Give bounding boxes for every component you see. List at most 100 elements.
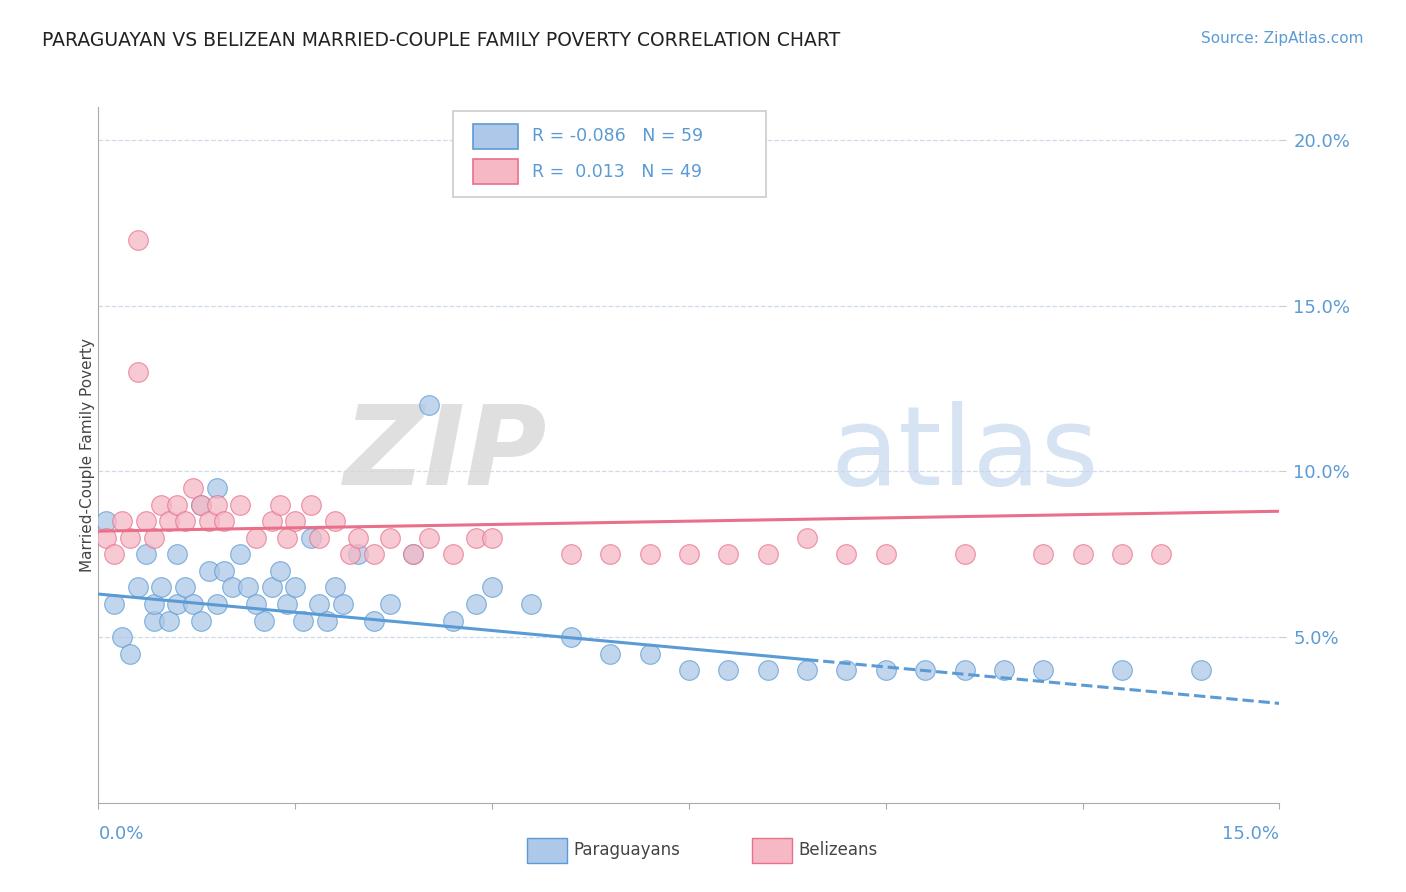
Point bbox=[339, 547, 361, 561]
Point bbox=[1189, 663, 1212, 677]
Point bbox=[276, 531, 298, 545]
Point bbox=[150, 581, 173, 595]
Point bbox=[221, 581, 243, 595]
Point bbox=[465, 597, 488, 611]
Point bbox=[560, 547, 582, 561]
Point bbox=[717, 547, 740, 561]
Point bbox=[1111, 547, 1133, 561]
Point bbox=[835, 663, 858, 677]
Point bbox=[378, 597, 401, 611]
Point bbox=[323, 514, 346, 528]
Point bbox=[292, 614, 315, 628]
Point bbox=[166, 498, 188, 512]
Point bbox=[236, 581, 259, 595]
Text: Belizeans: Belizeans bbox=[799, 841, 877, 859]
Point bbox=[599, 647, 621, 661]
Point bbox=[190, 498, 212, 512]
Point bbox=[181, 597, 204, 611]
Point bbox=[166, 547, 188, 561]
Point bbox=[481, 581, 503, 595]
Point bbox=[678, 663, 700, 677]
Point bbox=[875, 663, 897, 677]
Point bbox=[135, 514, 157, 528]
Point bbox=[638, 547, 661, 561]
Point bbox=[197, 514, 219, 528]
Bar bbox=[472, 159, 517, 185]
Point bbox=[315, 614, 337, 628]
Point bbox=[953, 663, 976, 677]
Point bbox=[96, 514, 118, 528]
Text: atlas: atlas bbox=[831, 401, 1099, 508]
Point bbox=[174, 581, 197, 595]
Point bbox=[245, 597, 267, 611]
Point bbox=[142, 597, 165, 611]
Y-axis label: Married-Couple Family Poverty: Married-Couple Family Poverty bbox=[80, 338, 94, 572]
Point bbox=[299, 531, 322, 545]
Point bbox=[253, 614, 276, 628]
Point bbox=[245, 531, 267, 545]
Point bbox=[1150, 547, 1173, 561]
Point bbox=[299, 498, 322, 512]
Point bbox=[638, 647, 661, 661]
FancyBboxPatch shape bbox=[453, 111, 766, 197]
Point bbox=[332, 597, 354, 611]
Point bbox=[914, 663, 936, 677]
Point bbox=[347, 547, 370, 561]
Point bbox=[111, 514, 134, 528]
Point bbox=[284, 581, 307, 595]
Point bbox=[402, 547, 425, 561]
Point bbox=[276, 597, 298, 611]
Point bbox=[269, 498, 291, 512]
Point bbox=[308, 531, 330, 545]
Point bbox=[229, 498, 252, 512]
Point bbox=[756, 663, 779, 677]
Point bbox=[127, 365, 149, 379]
Point bbox=[481, 531, 503, 545]
Point bbox=[214, 514, 236, 528]
Point bbox=[441, 547, 464, 561]
Text: Source: ZipAtlas.com: Source: ZipAtlas.com bbox=[1201, 31, 1364, 46]
Point bbox=[441, 614, 464, 628]
Point bbox=[197, 564, 219, 578]
Point bbox=[402, 547, 425, 561]
Point bbox=[205, 481, 228, 495]
Point bbox=[214, 564, 236, 578]
Text: PARAGUAYAN VS BELIZEAN MARRIED-COUPLE FAMILY POVERTY CORRELATION CHART: PARAGUAYAN VS BELIZEAN MARRIED-COUPLE FA… bbox=[42, 31, 841, 50]
Point bbox=[560, 630, 582, 644]
Point bbox=[135, 547, 157, 561]
Point bbox=[181, 481, 204, 495]
Point bbox=[520, 597, 543, 611]
Point bbox=[118, 531, 141, 545]
Point bbox=[796, 663, 818, 677]
Point bbox=[269, 564, 291, 578]
Point bbox=[347, 531, 370, 545]
Text: Paraguayans: Paraguayans bbox=[574, 841, 681, 859]
Text: R =  0.013   N = 49: R = 0.013 N = 49 bbox=[531, 162, 702, 180]
Text: ZIP: ZIP bbox=[343, 401, 547, 508]
Point bbox=[96, 531, 118, 545]
Point bbox=[756, 547, 779, 561]
Point bbox=[103, 597, 125, 611]
Point bbox=[166, 597, 188, 611]
Point bbox=[150, 498, 173, 512]
Point bbox=[1032, 663, 1054, 677]
Point bbox=[308, 597, 330, 611]
Point bbox=[205, 597, 228, 611]
Point bbox=[190, 498, 212, 512]
Point bbox=[229, 547, 252, 561]
Point bbox=[127, 581, 149, 595]
Point bbox=[260, 514, 283, 528]
Point bbox=[875, 547, 897, 561]
Point bbox=[678, 547, 700, 561]
Point bbox=[953, 547, 976, 561]
Bar bbox=[472, 124, 517, 149]
Point bbox=[103, 547, 125, 561]
Point bbox=[118, 647, 141, 661]
Point bbox=[717, 663, 740, 677]
Point bbox=[127, 233, 149, 247]
Point bbox=[260, 581, 283, 595]
Point bbox=[142, 614, 165, 628]
Point bbox=[190, 614, 212, 628]
Point bbox=[142, 531, 165, 545]
Point bbox=[174, 514, 197, 528]
